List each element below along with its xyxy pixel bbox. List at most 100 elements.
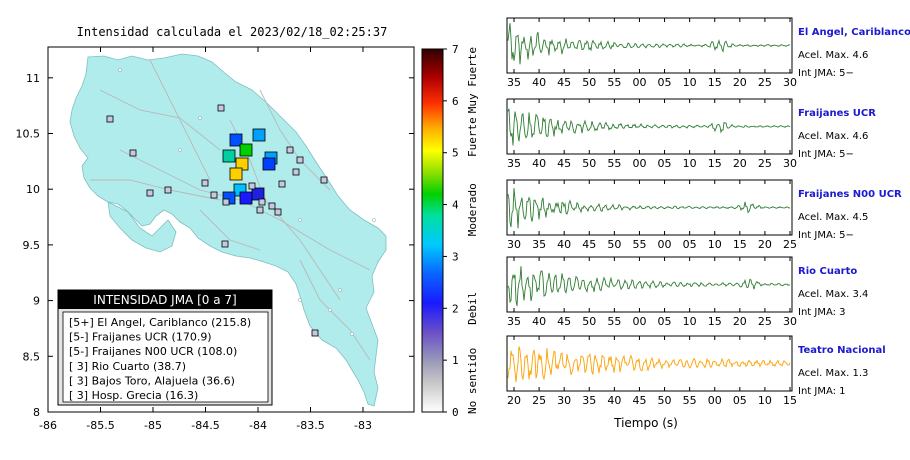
station-name: Rio Cuarto [798,266,857,277]
waveform-trace [507,266,790,307]
station-marker-strong [251,187,265,201]
station-marker-strong [229,167,243,181]
legend-title: INTENSIDAD JMA [0 a 7] [93,293,236,307]
y-tick-label: 10.5 [16,128,41,141]
waveform-tick-label: 20 [733,76,747,89]
station-marker-weak [320,176,328,184]
station-marker-strong [239,191,253,205]
station-marker-strong [262,157,276,171]
waveform-tick-label: 35 [507,76,521,89]
station-name: Fraijanes N00 UCR [798,189,902,200]
peninsula-polygon [107,201,177,253]
waveform-tick-label: 30 [507,238,521,251]
waveform-tick-label: 20 [733,157,747,170]
city-dot [350,332,354,336]
road [299,259,371,361]
jma-intensity: Int JMA: 5− [798,149,854,160]
y-tick-label: 11 [26,72,40,85]
waveform-panels: 35 40 45 50 55 00 05 10 15 20 25 30 El Angel, Caribl… [506,17,910,407]
waveform-tick-label: 15 [733,238,747,251]
waveform-tick-label: 15 [708,76,722,89]
waveform-tick-label: 00 [632,315,646,328]
road [199,209,261,251]
legend-entries: [5+] El Angel, Cariblanco (215.8) [5-] Fr… [69,316,251,402]
station-marker-weak [311,329,319,337]
station-marker-weak [217,104,225,112]
waveform-tick-label: 25 [783,238,797,251]
colorbar-label: Fuerte [466,117,479,157]
legend-entries-box [62,311,269,403]
station-marker-weak [222,198,230,206]
station-marker-weak [278,180,286,188]
waveform-tick-label: 50 [582,157,596,170]
city-dot [298,298,302,302]
waveform-tick-label: 50 [658,394,672,407]
station-marker-weak [268,202,276,210]
waveform-tick-label: 00 [658,238,672,251]
waveform-tick-label: 05 [658,76,672,89]
waveform-tick-label: 50 [582,315,596,328]
jma-intensity: Int JMA: 3 [798,307,846,318]
waveform-tick-label: 50 [607,238,621,251]
intensity-legend: INTENSIDAD JMA [0 a 7] [5+] El Angel, Ca… [57,289,273,406]
waveform-tick-label: 05 [733,394,747,407]
station-marker-weak [129,149,137,157]
colorbar-tick-label: 0 [452,406,459,419]
waveform-tick-label: 15 [708,315,722,328]
stations-layer [106,68,376,337]
map-frame [47,46,415,413]
y-tick-label: 8 [33,406,40,419]
waveform-tick-label: 10 [683,157,697,170]
legend-entry: [ 3] Rio Cuarto (38.7) [69,360,186,373]
costa-rica-landmass [69,53,387,407]
waveform-tick-label: 25 [532,394,546,407]
waveform-trace [507,108,791,146]
waveform-tick-label: 10 [683,76,697,89]
waveform-panel-4: 20 25 30 35 40 45 50 55 00 05 10 15 Teatro Nacional A… [506,335,886,407]
waveform-tick-label: 15 [708,157,722,170]
station-marker-strong [239,143,253,157]
map-x-axis: -86 -85.5 -85 -84.5 -84 -83.5 -83 [39,47,372,432]
colorbar-tick-label: 1 [452,354,459,367]
city-dot [372,218,376,222]
land-polygon [69,53,387,407]
traces-xlabel: Tiempo (s) [613,416,678,430]
waveform-panel-3: 35 40 45 50 55 00 05 10 15 20 25 30 Rio Cuarto Acel. … [506,256,868,328]
waveform-tick-label: 55 [632,238,646,251]
waveform-tick-label: 30 [783,315,797,328]
colorbar-label: Moderado [466,183,479,236]
waveform-tick-label: 10 [758,394,772,407]
legend-entry: [5+] El Angel, Cariblanco (215.8) [69,316,251,329]
waveform-tick-label: 30 [783,76,797,89]
waveform-tick-label: 45 [557,76,571,89]
station-marker-weak [146,189,154,197]
legend-entry: [5-] Fraijanes UCR (170.9) [69,331,212,344]
waveform-panel-2: 30 35 40 45 50 55 00 05 10 15 20 25 Fraijanes N00 UC… [506,179,902,251]
station-marker-weak [258,198,266,206]
station-marker-weak [164,186,172,194]
waveform-tick-label: 50 [582,76,596,89]
waveform-tick-label: 35 [507,157,521,170]
colorbar-tick-label: 6 [452,95,459,108]
waveform-tick-label: 05 [658,157,672,170]
waveform-tick-label: 00 [632,76,646,89]
waveform-tick-label: 10 [683,315,697,328]
x-tick-label: -84.5 [191,419,219,432]
waveform-tick-label: 45 [557,157,571,170]
waveform-trace [507,346,791,383]
station-marker-weak [201,179,209,187]
x-tick-label: -83.5 [296,419,324,432]
waveform-tick-label: 55 [607,76,621,89]
colorbar-ticks: 0 1 2 3 4 5 6 7 [443,43,459,419]
colorbar-tick-label: 3 [452,250,459,263]
map-title: Intensidad calculada el 2023/02/18_02:25… [77,25,388,39]
y-tick-label: 10 [26,183,40,196]
station-marker-weak [286,146,294,154]
station-marker-weak [106,115,114,123]
map-y-axis: 11 10.5 10 9.5 9 8.5 8 [16,72,414,419]
colorbar-tick-label: 5 [452,147,459,160]
waveform-tick-label: 25 [758,157,772,170]
x-tick-label: -85 [144,419,162,432]
y-tick-label: 8.5 [23,350,41,363]
waveform-frame [506,335,793,392]
